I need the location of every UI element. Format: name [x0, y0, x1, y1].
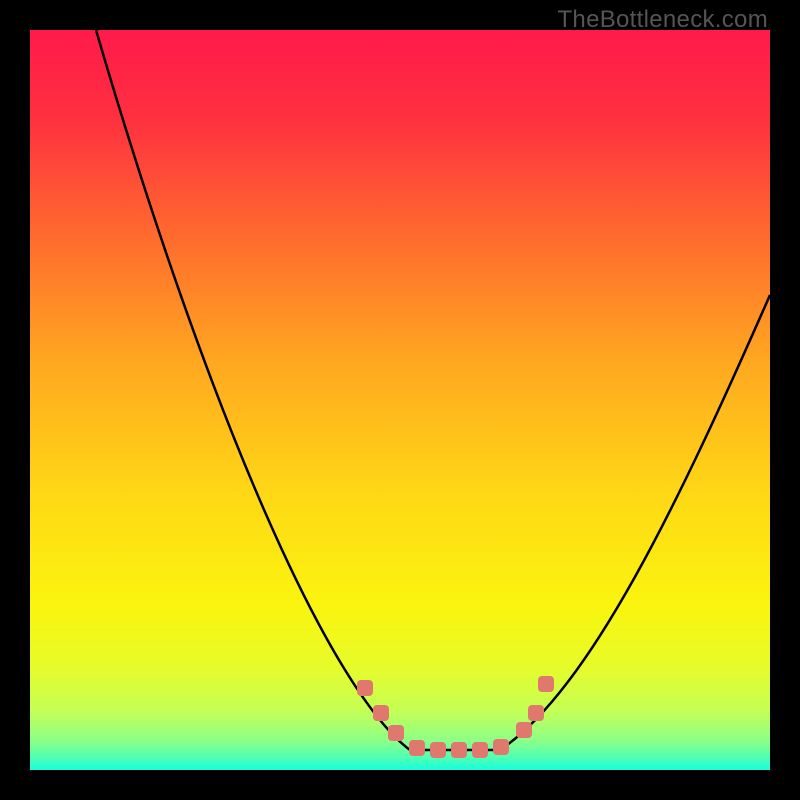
plot-area [30, 30, 770, 770]
curve-marker [451, 742, 467, 758]
curve-markers [357, 676, 554, 758]
watermark-text: TheBottleneck.com [557, 6, 768, 34]
chart-frame: TheBottleneck.com [0, 0, 800, 800]
curve-marker [493, 739, 509, 755]
curve-marker [516, 722, 532, 738]
curve-marker [357, 680, 373, 696]
curve-marker [528, 705, 544, 721]
curve-marker [373, 705, 389, 721]
bottleneck-curve [96, 30, 770, 750]
bottleneck-curve-layer [30, 30, 770, 770]
curve-marker [430, 742, 446, 758]
curve-marker [472, 742, 488, 758]
curve-marker [538, 676, 554, 692]
curve-marker [388, 725, 404, 741]
curve-marker [409, 740, 425, 756]
